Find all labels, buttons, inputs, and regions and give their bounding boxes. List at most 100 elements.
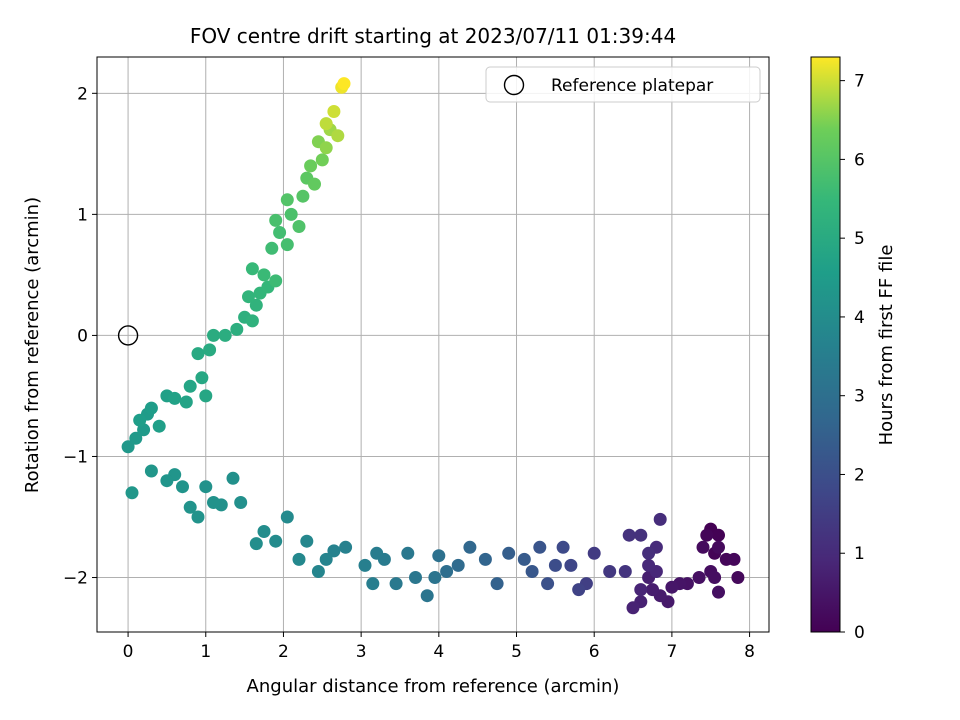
- data-point: [327, 105, 341, 118]
- data-point: [144, 401, 158, 415]
- data-point: [195, 371, 209, 385]
- colorbar-gradient: [810, 56, 841, 633]
- data-point: [401, 546, 415, 560]
- data-point: [712, 540, 725, 554]
- data-point: [183, 379, 197, 393]
- data-point: [207, 496, 220, 509]
- data-point: [242, 290, 255, 304]
- colorbar-tick-label: 7: [854, 72, 865, 92]
- data-point: [634, 583, 648, 597]
- data-point: [284, 207, 298, 221]
- x-tick-label: 3: [356, 642, 367, 662]
- data-point: [490, 577, 504, 591]
- data-point: [331, 129, 345, 143]
- x-tick-label: 4: [433, 642, 444, 662]
- data-point: [249, 537, 263, 551]
- y-tick-label: 0: [77, 326, 88, 346]
- data-point: [626, 601, 640, 615]
- reference-marker: [117, 325, 139, 346]
- data-point: [642, 558, 656, 572]
- x-tick-label: 6: [589, 642, 600, 662]
- data-point: [280, 510, 294, 524]
- data-point: [234, 496, 248, 509]
- data-point: [420, 589, 434, 603]
- data-point: [502, 546, 516, 560]
- data-point: [712, 528, 725, 542]
- data-point: [273, 226, 287, 239]
- data-point: [428, 571, 442, 584]
- data-point: [327, 544, 341, 558]
- data-point: [191, 510, 205, 524]
- data-point: [203, 343, 217, 357]
- data-point: [556, 540, 570, 554]
- data-point: [564, 558, 578, 572]
- data-point: [708, 571, 722, 584]
- data-point: [665, 580, 679, 594]
- data-point: [712, 585, 725, 599]
- data-point: [218, 328, 232, 342]
- colorbar-tick-label: 3: [854, 387, 865, 407]
- colorbar-tick-label: 4: [854, 308, 865, 328]
- legend-reference-marker: [503, 74, 525, 96]
- data-point: [226, 471, 240, 485]
- data-point: [176, 480, 189, 494]
- data-point: [179, 395, 193, 409]
- data-point: [183, 500, 197, 514]
- data-point: [548, 558, 562, 572]
- data-point: [646, 583, 659, 597]
- y-tick-label: 2: [77, 84, 88, 104]
- data-point: [319, 141, 333, 155]
- data-point: [125, 486, 139, 500]
- data-point: [358, 558, 372, 572]
- data-point: [129, 431, 143, 445]
- y-tick-label: 1: [77, 205, 88, 225]
- data-point: [618, 565, 632, 578]
- reference-platepar-marker: [117, 325, 139, 346]
- data-point: [269, 534, 283, 548]
- data-point: [292, 220, 306, 233]
- data-point: [269, 274, 283, 288]
- data-point: [432, 549, 446, 563]
- data-point: [478, 552, 492, 566]
- data-point: [230, 322, 244, 336]
- x-tick-label: 2: [278, 642, 289, 662]
- x-tick-label: 8: [744, 642, 755, 662]
- colorbar-tick-label: 1: [854, 544, 865, 564]
- data-point: [642, 546, 656, 560]
- data-point: [207, 328, 220, 342]
- legend-entry-reference: Reference platepar: [551, 76, 713, 96]
- data-point: [300, 534, 314, 548]
- data-points: [121, 77, 745, 615]
- data-point: [308, 177, 321, 191]
- colorbar-tick-label: 0: [854, 623, 865, 643]
- data-point: [731, 571, 745, 584]
- data-point: [304, 159, 318, 173]
- colorbar-ticks: 0 1 2 3 4 5 6 7: [840, 72, 865, 643]
- data-point: [296, 189, 310, 203]
- x-tick-label: 0: [123, 642, 134, 662]
- data-point: [572, 583, 586, 597]
- data-point: [700, 528, 714, 542]
- data-point: [634, 528, 648, 542]
- y-tick-label: −2: [63, 569, 88, 589]
- data-point: [315, 153, 329, 167]
- y-axis-label: Rotation from reference (arcmin): [22, 197, 43, 493]
- data-point: [280, 193, 294, 207]
- data-point: [152, 419, 166, 433]
- data-point: [257, 525, 271, 538]
- data-point: [191, 347, 205, 361]
- data-point: [525, 565, 539, 578]
- data-point: [121, 440, 135, 454]
- data-point: [587, 546, 601, 560]
- y-axis-ticks: −2 −1 0 1 2: [63, 84, 97, 589]
- data-point: [366, 577, 380, 591]
- data-point: [168, 391, 182, 405]
- chart-title: FOV centre drift starting at 2023/07/11 …: [190, 24, 676, 48]
- x-axis-label: Angular distance from reference (arcmin): [247, 676, 620, 697]
- data-point: [337, 77, 351, 91]
- data-point: [389, 577, 403, 591]
- data-point: [409, 571, 422, 584]
- data-point: [257, 268, 271, 282]
- data-point: [269, 213, 283, 227]
